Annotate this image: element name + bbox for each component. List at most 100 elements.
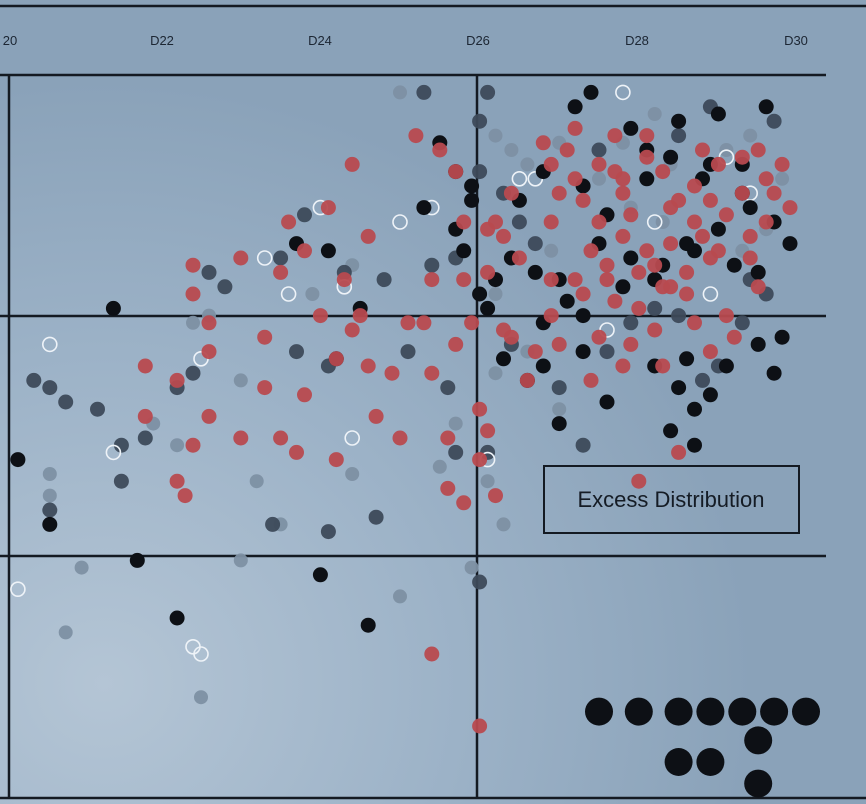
scatter-point-red [575,192,591,208]
scatter-point-hollow [344,430,361,446]
scatter-point-black [559,293,575,309]
scatter-point-red [472,401,488,417]
scatter-point-red [527,344,543,360]
scatter-point-red [639,243,655,259]
scatter-point-red [448,164,464,180]
scatter-point-red [591,156,607,172]
scatter-point-red [201,315,217,331]
scatter-point-black [575,308,591,324]
scatter-point-black [129,552,145,568]
scatter-point-black [169,610,185,626]
scatter-point-red [695,142,710,158]
scatter-point-red [551,185,567,201]
scatter-point-big-black [624,697,653,726]
scatter-point-light-gray [743,128,758,143]
scatter-point-big-black [664,748,693,776]
scatter-point-red [169,372,185,388]
scatter-point-dark-gray [201,264,217,280]
scatter-point-red [631,473,647,489]
scatter-point-red [687,178,702,194]
scatter-point-red [169,473,185,489]
x-tick-label: D30 [784,33,808,48]
scatter-point-black [527,264,543,280]
data-points [10,84,820,798]
scatter-point-dark-gray [289,344,304,360]
annotation-text: Excess Distribution [577,487,764,512]
scatter-point-black [774,329,790,345]
scatter-point-black [702,387,718,403]
scatter-point-red [297,387,312,403]
scatter-point-black [535,358,551,374]
scatter-point-red [663,236,679,252]
scatter-point-dark-gray [26,372,42,388]
scatter-point-dark-gray [440,380,456,396]
scatter-point-red [559,142,575,158]
scatter-point-light-gray [775,171,790,186]
scatter-point-black [726,257,742,273]
scatter-point-red [480,423,496,439]
scatter-point-red [631,300,647,316]
scatter-point-red [718,308,734,324]
scatter-point-hollow [615,84,631,101]
scatter-point-red [424,646,440,662]
scatter-point-red [416,315,432,331]
scatter-point-red [734,185,750,201]
scatter-point-dark-gray [265,516,281,532]
scatter-point-red [599,257,615,273]
scatter-point-black [456,243,472,259]
scatter-point-light-gray [647,107,662,121]
scatter-point-big-black [728,697,757,726]
scatter-point-dark-gray [766,113,782,129]
scatter-point-dark-gray [297,207,312,223]
scatter-point-red [281,214,297,230]
scatter-point-red [647,322,663,338]
scatter-point-red [360,358,376,374]
scatter-point-black [551,416,567,432]
scatter-point-dark-gray [472,574,488,590]
scatter-point-red [273,264,289,280]
scatter-point-red [257,380,273,396]
scatter-point-dark-gray [695,372,710,388]
scatter-point-light-gray [393,85,407,100]
scatter-point-red [774,156,790,172]
scatter-point-red [543,214,559,230]
scatter-point-dark-gray [185,365,201,381]
scatter-point-red [607,293,623,309]
scatter-point-black [10,452,26,468]
scatter-point-black [750,336,766,352]
scatter-point-red [320,200,336,216]
scatter-point-red [535,135,551,151]
scatter-point-dark-gray [217,279,233,295]
scatter-point-big-black [744,726,773,755]
annotation-box: Excess Distribution [543,465,800,534]
scatter-point-dark-gray [527,236,543,252]
scatter-point-black [710,221,726,237]
scatter-point-light-gray [42,467,57,481]
scatter-point-red [137,358,153,374]
scatter-point-dark-gray [376,272,392,288]
scatter-point-red [543,308,559,324]
scatter-point-red [185,257,201,273]
scatter-point-black [710,106,726,122]
scatter-point-black [639,171,655,187]
scatter-point-red [472,452,488,468]
scatter-point-light-gray [249,474,264,489]
scatter-point-red [695,228,710,244]
scatter-point-red [583,243,599,259]
scatter-point-red [671,444,687,460]
scatter-point-red [718,207,734,223]
scatter-point-red [503,185,519,201]
scatter-point-dark-gray [448,444,464,460]
scatter-point-light-gray [520,157,535,172]
scatter-point-black [623,250,639,266]
scatter-point-red [687,214,702,230]
scatter-point-black [472,286,488,302]
scatter-point-dark-gray [575,437,591,453]
scatter-point-red [567,171,583,187]
scatter-point-light-gray [58,625,73,640]
scatter-point-red [631,264,647,280]
scatter-point-light-gray [448,416,463,431]
scatter-point-black [583,84,599,100]
scatter-point-red [551,336,567,352]
scatter-point-light-gray [305,287,320,301]
